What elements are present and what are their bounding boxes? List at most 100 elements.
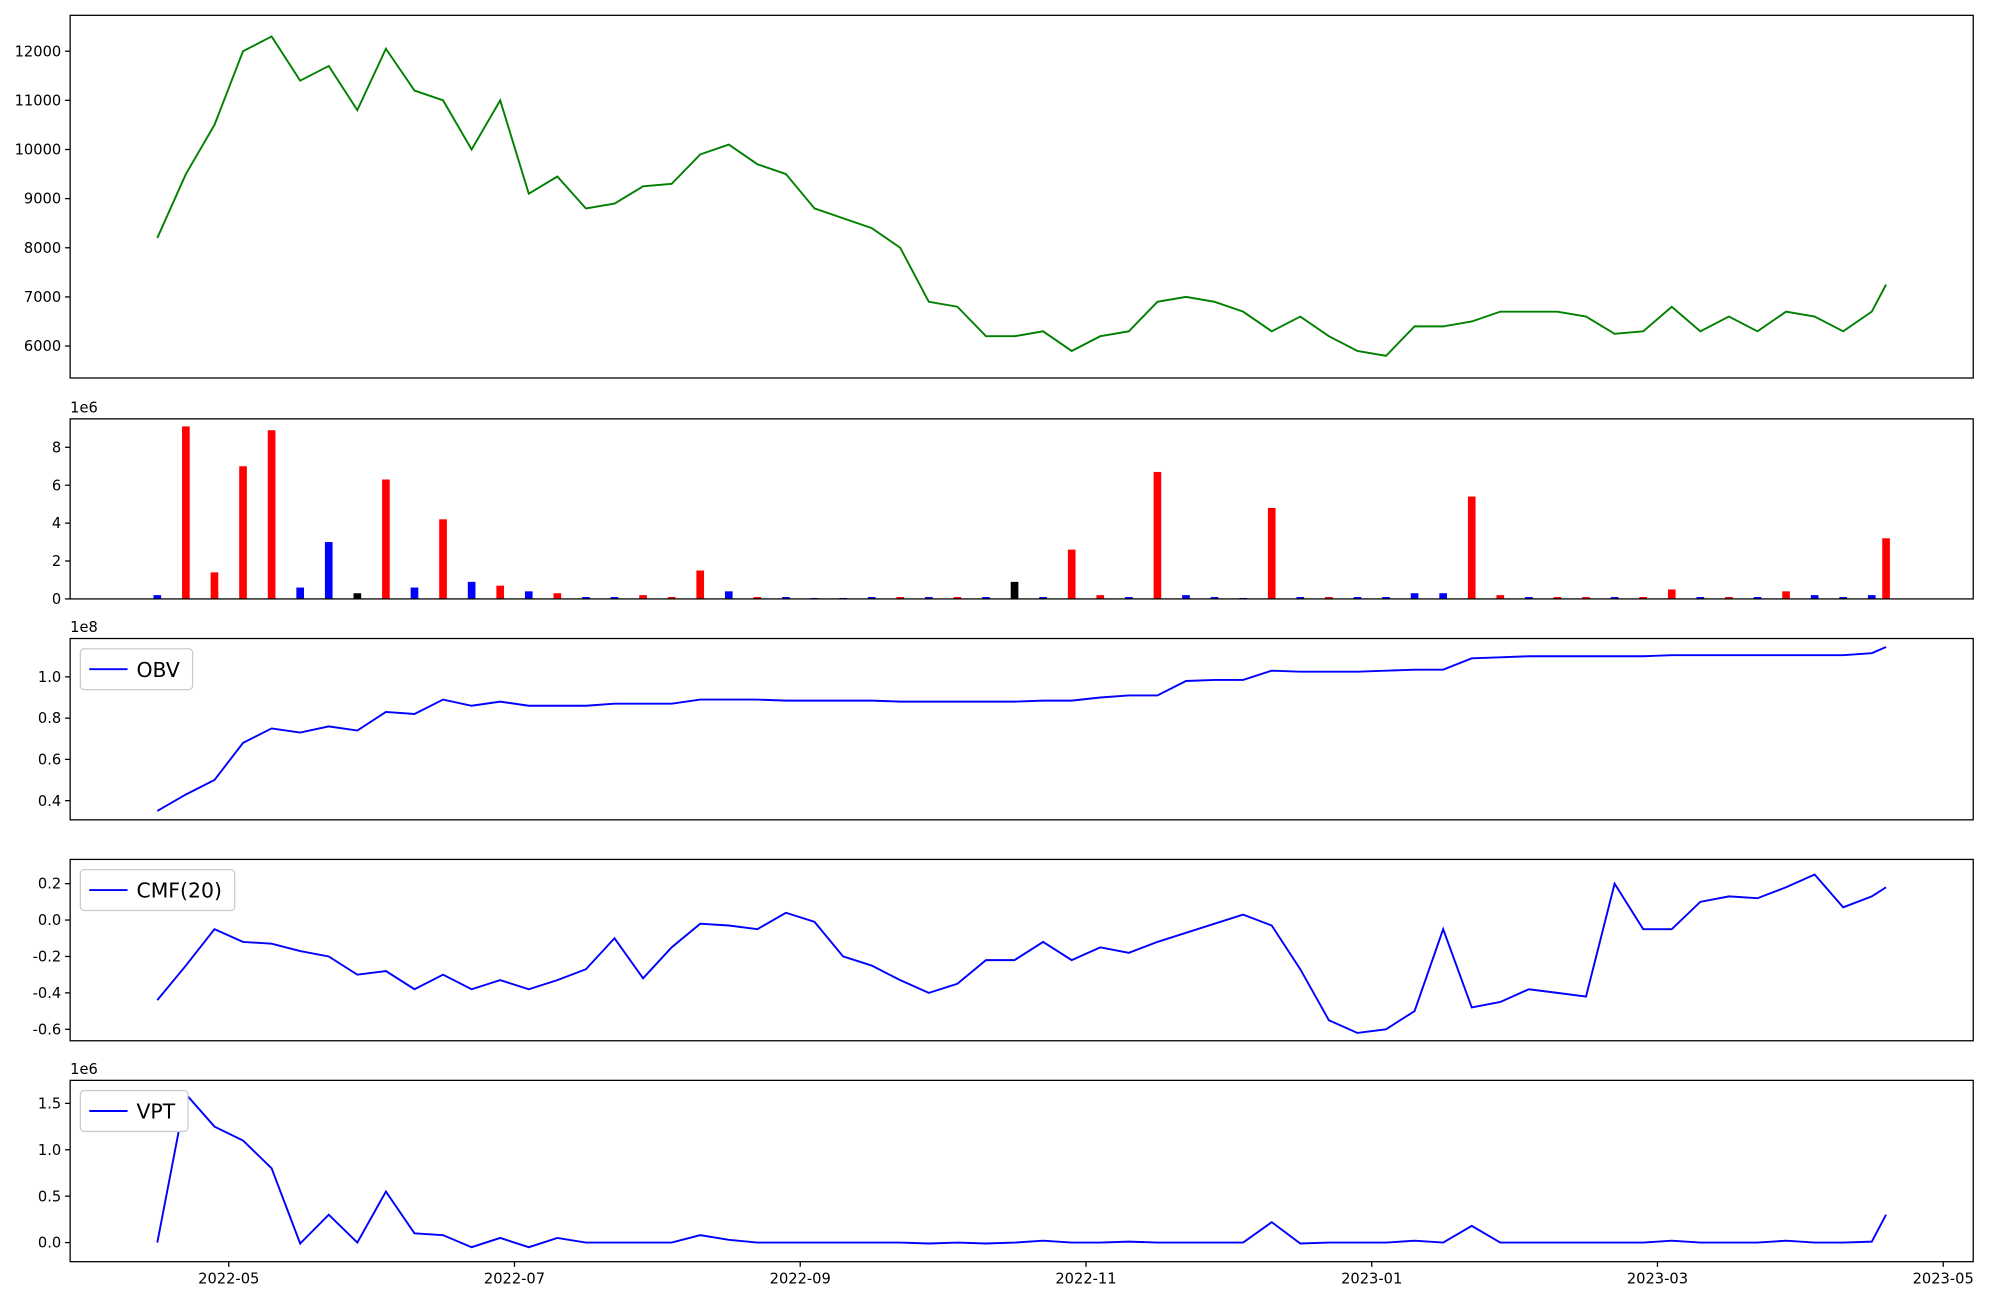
- plot-frame: [69, 418, 1974, 600]
- volume-bar: [1182, 595, 1190, 599]
- volume-bar: [1525, 597, 1533, 599]
- volume-bar: [1125, 597, 1133, 599]
- volume-bar: [153, 595, 162, 599]
- volume-bar: [1096, 595, 1105, 599]
- y-tick-label: 1.5: [38, 1095, 61, 1112]
- volume-bar: [1410, 593, 1419, 599]
- volume-bar: [1496, 595, 1505, 599]
- volume-bar: [1296, 597, 1305, 599]
- y-tick-label: -0.2: [33, 949, 62, 966]
- volume-bar: [953, 597, 962, 599]
- legend-box: [79, 648, 194, 691]
- series-line: [156, 646, 1887, 812]
- volume-bar: [1867, 595, 1876, 599]
- y-tick-label: -0.6: [33, 1021, 62, 1038]
- plot-frame: [69, 637, 1974, 821]
- y-tick-label: 1.0: [38, 669, 61, 686]
- volume-bar: [610, 597, 619, 599]
- volume-bar: [982, 597, 990, 599]
- volume-bar: [410, 587, 419, 599]
- y-tick-label: 1.0: [38, 1142, 61, 1159]
- x-tick-label: 2022-07: [484, 1270, 545, 1287]
- volume-bar: [753, 597, 762, 599]
- x-tick-label: 2023-05: [1913, 1270, 1974, 1287]
- legend-label: CMF(20): [136, 879, 221, 903]
- x-tick-label: 2022-11: [1055, 1270, 1116, 1287]
- y-tick-label: 11000: [15, 92, 62, 109]
- volume-bar: [1753, 597, 1762, 599]
- volume-bar: [1725, 597, 1733, 599]
- volume-bar: [1467, 496, 1476, 599]
- x-tick-label: 2023-01: [1341, 1270, 1402, 1287]
- y-tick-label: 0.4: [38, 793, 61, 810]
- y-tick-label: 0.6: [38, 751, 61, 768]
- volume-bar: [1325, 597, 1333, 599]
- volume-bar: [1782, 591, 1790, 599]
- y-tick-label: 0.2: [38, 876, 61, 893]
- y-tick-label: 10000: [15, 142, 62, 159]
- volume-bar: [1553, 597, 1562, 599]
- x-tick-label: 2022-09: [770, 1270, 831, 1287]
- volume-bar: [1696, 597, 1705, 599]
- series-line: [156, 873, 1887, 1034]
- volume-bar: [267, 430, 276, 599]
- volume-bar: [1353, 597, 1362, 599]
- volume-bar: [1210, 597, 1219, 599]
- volume-bar: [1439, 593, 1447, 599]
- volume-bar: [696, 570, 705, 599]
- volume-bar: [724, 591, 733, 599]
- volume-bar: [896, 597, 905, 599]
- legend-label: OBV: [136, 658, 179, 682]
- volume-bar: [239, 466, 247, 599]
- y-tick-label: 0.8: [38, 710, 61, 727]
- volume-bar: [1010, 581, 1019, 599]
- x-tick-label: 2022-05: [198, 1270, 259, 1287]
- y-tick-label: 8: [52, 439, 61, 456]
- y-tick-label: 6000: [24, 338, 61, 355]
- volume-bar: [782, 597, 790, 599]
- volume-bar: [1039, 597, 1047, 599]
- volume-bar: [1382, 597, 1390, 599]
- y-tick-label: 9000: [24, 191, 61, 208]
- volume-bar: [867, 597, 876, 599]
- plot-frame: [69, 858, 1974, 1042]
- volume-bar: [353, 593, 362, 599]
- y-tick-label: 12000: [15, 43, 62, 60]
- y-tick-label: 6: [52, 477, 61, 494]
- y-tick-label: 2: [52, 553, 61, 570]
- volume-bar: [467, 581, 476, 599]
- axis-offset-label: 1e8: [70, 619, 98, 636]
- plot-frame: [69, 1079, 1974, 1263]
- series-line: [156, 1091, 1887, 1249]
- legend-label: VPT: [136, 1100, 175, 1124]
- series-line: [156, 35, 1887, 357]
- volume-bar: [382, 479, 390, 599]
- volume-bar: [1882, 538, 1890, 599]
- plot-frame: [69, 14, 1974, 379]
- volume-bar: [1839, 597, 1848, 599]
- volume-bar: [639, 595, 647, 599]
- y-tick-label: 4: [52, 515, 61, 532]
- volume-bar: [496, 585, 505, 599]
- volume-bar: [324, 542, 333, 599]
- axis-offset-label: 1e6: [70, 399, 98, 416]
- volume-bar: [924, 597, 933, 599]
- volume-bar: [1153, 471, 1162, 599]
- volume-bar: [582, 597, 590, 599]
- y-tick-label: 0: [52, 591, 61, 608]
- y-tick-label: 0.0: [38, 912, 61, 929]
- volume-bar: [553, 593, 562, 599]
- y-tick-label: -0.4: [33, 985, 62, 1002]
- volume-bar: [1810, 595, 1819, 599]
- axis-offset-label: 1e6: [70, 1061, 98, 1078]
- volume-bar: [524, 591, 533, 599]
- volume-bar: [667, 597, 676, 599]
- y-tick-label: 7000: [24, 289, 61, 306]
- volume-bar: [296, 587, 305, 599]
- volume-bar: [1667, 589, 1676, 599]
- volume-bar: [1610, 597, 1619, 599]
- x-tick-label: 2023-03: [1627, 1270, 1688, 1287]
- volume-bar: [439, 519, 447, 599]
- volume-bar: [1067, 549, 1076, 599]
